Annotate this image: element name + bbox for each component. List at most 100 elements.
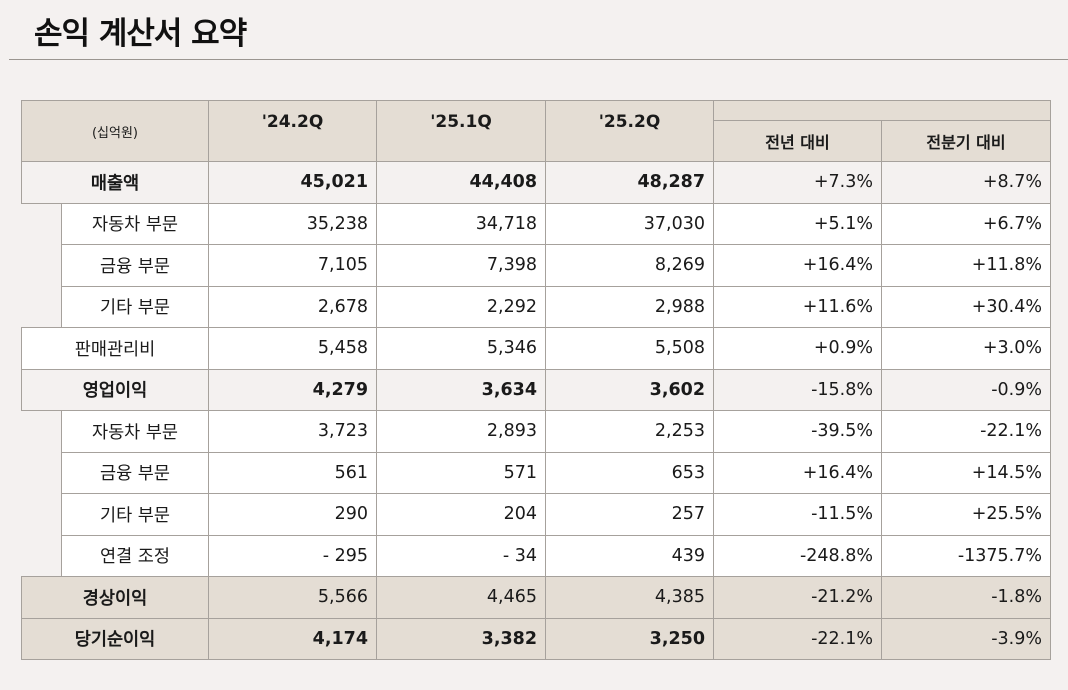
- table-row: 판매관리비 5,458 5,346 5,508 +0.9% +3.0%: [21, 327, 1051, 370]
- cell-value: 257: [545, 493, 714, 536]
- cell-yoy: -39.5%: [713, 410, 882, 453]
- column-header-yoy: 전년 대비: [713, 120, 882, 162]
- cell-qoq: +25.5%: [881, 493, 1051, 536]
- row-label: 연결 조정: [61, 534, 209, 577]
- cell-qoq: +14.5%: [881, 451, 1051, 494]
- cell-value: 2,988: [545, 285, 714, 328]
- row-label: 기타 부문: [61, 493, 209, 536]
- table-row: 당기순이익 4,174 3,382 3,250 -22.1% -3.9%: [21, 617, 1051, 660]
- cell-value: 3,382: [376, 617, 546, 660]
- cell-value: 3,723: [208, 410, 377, 453]
- column-header-25-2q: '25.2Q: [545, 100, 714, 162]
- cell-value: 3,602: [545, 368, 714, 411]
- cell-value: 5,566: [208, 576, 377, 619]
- cell-value: 2,253: [545, 410, 714, 453]
- row-label: 자동차 부문: [61, 410, 209, 453]
- cell-value: 35,238: [208, 202, 377, 245]
- cell-qoq: +8.7%: [881, 161, 1051, 204]
- cell-qoq: -1375.7%: [881, 534, 1051, 577]
- cell-value: 34,718: [376, 202, 546, 245]
- cell-value: 2,678: [208, 285, 377, 328]
- cell-value: 2,893: [376, 410, 546, 453]
- row-label: 자동차 부문: [61, 202, 209, 245]
- cell-value: 3,250: [545, 617, 714, 660]
- cell-yoy: -21.2%: [713, 576, 882, 619]
- indent-spacer: [21, 452, 62, 494]
- cell-value: 7,398: [376, 244, 546, 287]
- change-header-group: [713, 100, 1051, 121]
- cell-value: 48,287: [545, 161, 714, 204]
- income-statement-table: (십억원) '24.2Q '25.1Q '25.2Q 전년 대비 전분기 대비 …: [21, 100, 1051, 660]
- indent-spacer: [21, 203, 62, 245]
- row-label: 매출액: [21, 161, 209, 204]
- table-row: 영업이익 4,279 3,634 3,602 -15.8% -0.9%: [21, 368, 1051, 411]
- cell-value: - 295: [208, 534, 377, 577]
- indent-spacer: [21, 535, 62, 577]
- column-header-qoq: 전분기 대비: [881, 120, 1051, 162]
- indent-spacer: [21, 493, 62, 535]
- column-header-24-2q: '24.2Q: [208, 100, 377, 162]
- table-row: 자동차 부문 3,723 2,893 2,253 -39.5% -22.1%: [21, 410, 1051, 453]
- cell-value: 44,408: [376, 161, 546, 204]
- cell-qoq: +6.7%: [881, 202, 1051, 245]
- cell-yoy: +7.3%: [713, 161, 882, 204]
- table-row: 금융 부문 561 571 653 +16.4% +14.5%: [21, 451, 1051, 494]
- indent-spacer: [21, 286, 62, 328]
- unit-label: (십억원): [21, 100, 209, 162]
- table-row: 금융 부문 7,105 7,398 8,269 +16.4% +11.8%: [21, 244, 1051, 287]
- row-label: 기타 부문: [61, 285, 209, 328]
- row-label: 영업이익: [21, 368, 209, 411]
- cell-value: 4,465: [376, 576, 546, 619]
- cell-value: 439: [545, 534, 714, 577]
- page-title: 손익 계산서 요약: [34, 16, 247, 52]
- cell-value: 7,105: [208, 244, 377, 287]
- table-row: 자동차 부문 35,238 34,718 37,030 +5.1% +6.7%: [21, 202, 1051, 245]
- cell-value: 5,458: [208, 327, 377, 370]
- cell-value: 8,269: [545, 244, 714, 287]
- cell-value: - 34: [376, 534, 546, 577]
- table-row: 연결 조정 - 295 - 34 439 -248.8% -1375.7%: [21, 534, 1051, 577]
- cell-yoy: +5.1%: [713, 202, 882, 245]
- cell-yoy: -11.5%: [713, 493, 882, 536]
- table-row: 매출액 45,021 44,408 48,287 +7.3% +8.7%: [21, 161, 1051, 204]
- cell-yoy: -22.1%: [713, 617, 882, 660]
- indent-spacer: [21, 410, 62, 452]
- cell-value: 653: [545, 451, 714, 494]
- column-header-25-1q: '25.1Q: [376, 100, 546, 162]
- cell-value: 3,634: [376, 368, 546, 411]
- cell-yoy: -15.8%: [713, 368, 882, 411]
- cell-value: 45,021: [208, 161, 377, 204]
- row-label: 금융 부문: [61, 244, 209, 287]
- cell-qoq: -0.9%: [881, 368, 1051, 411]
- cell-yoy: +0.9%: [713, 327, 882, 370]
- cell-qoq: -22.1%: [881, 410, 1051, 453]
- row-label: 금융 부문: [61, 451, 209, 494]
- cell-value: 2,292: [376, 285, 546, 328]
- cell-value: 37,030: [545, 202, 714, 245]
- cell-value: 204: [376, 493, 546, 536]
- title-divider: [9, 59, 1068, 60]
- cell-qoq: -1.8%: [881, 576, 1051, 619]
- cell-qoq: +3.0%: [881, 327, 1051, 370]
- cell-qoq: -3.9%: [881, 617, 1051, 660]
- cell-yoy: +11.6%: [713, 285, 882, 328]
- table-row: 기타 부문 2,678 2,292 2,988 +11.6% +30.4%: [21, 285, 1051, 328]
- cell-yoy: +16.4%: [713, 451, 882, 494]
- row-label: 경상이익: [21, 576, 209, 619]
- cell-value: 561: [208, 451, 377, 494]
- row-label: 판매관리비: [21, 327, 209, 370]
- cell-value: 4,279: [208, 368, 377, 411]
- cell-value: 4,385: [545, 576, 714, 619]
- cell-value: 5,508: [545, 327, 714, 370]
- indent-spacer: [21, 244, 62, 286]
- cell-qoq: +11.8%: [881, 244, 1051, 287]
- cell-yoy: +16.4%: [713, 244, 882, 287]
- cell-value: 571: [376, 451, 546, 494]
- cell-value: 5,346: [376, 327, 546, 370]
- table-row: 경상이익 5,566 4,465 4,385 -21.2% -1.8%: [21, 576, 1051, 619]
- cell-qoq: +30.4%: [881, 285, 1051, 328]
- row-label: 당기순이익: [21, 617, 209, 660]
- cell-yoy: -248.8%: [713, 534, 882, 577]
- cell-value: 4,174: [208, 617, 377, 660]
- table-row: 기타 부문 290 204 257 -11.5% +25.5%: [21, 493, 1051, 536]
